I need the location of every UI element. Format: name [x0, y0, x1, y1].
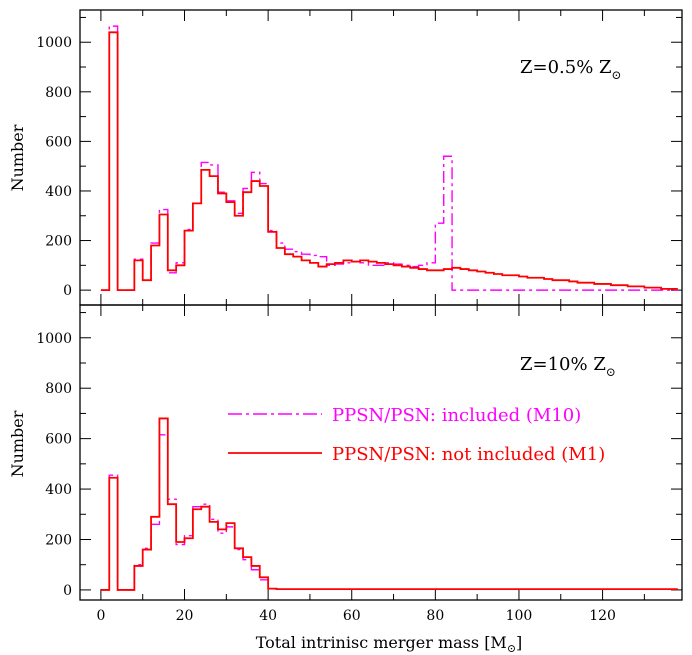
bottom-xtick-label: 40 — [259, 608, 277, 624]
top-ytick-label: 0 — [63, 283, 72, 299]
legend-label-m1: PPSN/PSN: not included (M1) — [332, 444, 605, 465]
xlabel-main: Total intrinisc merger mass [M — [256, 633, 507, 652]
top-series-m1 — [100, 31, 678, 292]
bottom-ytick-label: 1000 — [36, 331, 72, 347]
ylabel-bottom: Number — [8, 410, 27, 477]
top-ytick-label: 600 — [45, 134, 72, 150]
top-ytick-label: 1000 — [36, 35, 72, 51]
bottom-xtick-label: 60 — [343, 608, 361, 624]
annotation-top-sub: ⊙ — [612, 68, 622, 82]
annotation-top: Z=0.5% Z⊙ — [520, 57, 622, 82]
top-frame — [79, 9, 683, 306]
bottom-xtick-label: 20 — [176, 608, 194, 624]
annotation-bottom: Z=10% Z⊙ — [520, 354, 616, 379]
bottom-ytick-label: 200 — [45, 532, 72, 548]
legend: PPSN/PSN: included (M10) PPSN/PSN: not i… — [228, 405, 605, 465]
xlabel-end: ] — [516, 633, 522, 652]
annotation-top-main: Z=0.5% Z — [520, 57, 612, 78]
bottom-xtick-label: 0 — [96, 608, 105, 624]
bottom-xtick-label: 120 — [589, 608, 616, 624]
bottom-ytick-label: 400 — [45, 482, 72, 498]
annotation-bottom-main: Z=10% Z — [520, 354, 606, 375]
xlabel: Total intrinisc merger mass [M⊙] — [256, 633, 523, 655]
panel-bottom: 0 200 400 600 800 1000 0 20 40 60 80 100 120 — [36, 304, 683, 624]
ylabel-top: Number — [8, 124, 27, 191]
xlabel-sub: ⊙ — [507, 642, 516, 655]
bottom-ytick-label: 800 — [45, 381, 72, 397]
legend-label-m10: PPSN/PSN: included (M10) — [332, 405, 581, 426]
bottom-ytick-label: 0 — [63, 583, 72, 599]
top-ytick-label: 800 — [45, 85, 72, 101]
annotation-bottom-sub: ⊙ — [606, 365, 616, 379]
top-ytick-label: 200 — [45, 234, 72, 250]
bottom-series-m1 — [100, 417, 678, 591]
bottom-xtick-label: 80 — [426, 608, 444, 624]
bottom-xtick-label: 100 — [506, 608, 533, 624]
top-ytick-label: 400 — [45, 184, 72, 200]
bottom-frame — [79, 304, 683, 601]
bottom-ytick-label: 600 — [45, 432, 72, 448]
panel-top: 0 200 400 600 800 1000 — [36, 9, 683, 306]
